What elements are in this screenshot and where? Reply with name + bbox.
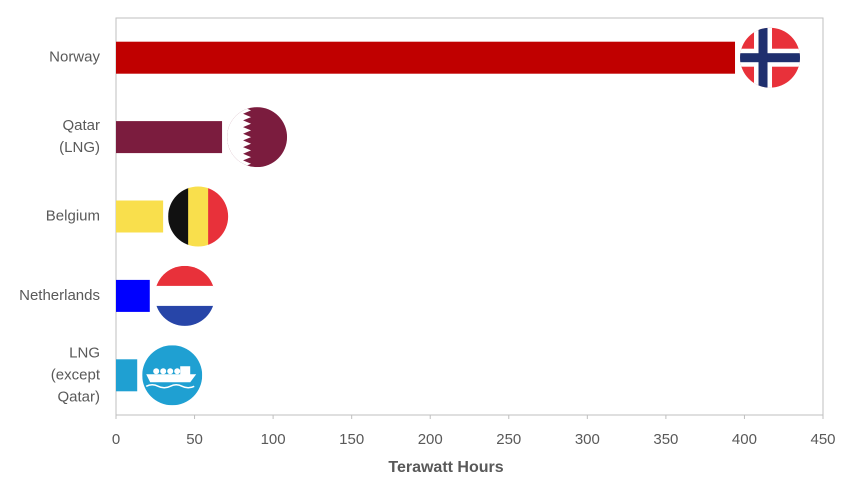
- flag-part: [154, 265, 215, 287]
- flag-icon: [740, 27, 801, 88]
- flag-part: [154, 305, 215, 326]
- flag-part: [758, 27, 768, 88]
- x-tick-label: 350: [653, 431, 678, 448]
- ship-icon: [146, 366, 197, 383]
- flag-part: [227, 107, 252, 168]
- ship-icon: [174, 368, 181, 375]
- x-tick-label: 50: [186, 431, 203, 448]
- x-tick-label: 300: [575, 431, 600, 448]
- y-tick-label: LNG (except Qatar): [51, 344, 101, 405]
- flag-icon: [227, 107, 288, 168]
- bar: [116, 41, 736, 74]
- x-tick-label: 450: [810, 431, 835, 448]
- ship-icon: [153, 368, 160, 375]
- bar: [116, 200, 164, 233]
- x-tick-label: 250: [496, 431, 521, 448]
- flag-part: [154, 285, 215, 307]
- bar: [116, 121, 223, 154]
- x-tick-label: 100: [261, 431, 286, 448]
- x-axis-title: Terawatt Hours: [388, 459, 503, 476]
- x-tick-label: 200: [418, 431, 443, 448]
- flag-icon: [154, 265, 215, 326]
- flag-part: [168, 186, 189, 247]
- ship-icon: [167, 368, 174, 375]
- flag-part: [740, 53, 801, 63]
- y-tick-label: Netherlands: [19, 287, 100, 304]
- ship-icon: [160, 368, 167, 375]
- x-tick-label: 150: [339, 431, 364, 448]
- flag-part: [208, 186, 229, 247]
- y-tick-label: Norway: [49, 49, 100, 66]
- y-tick-label: Qatar (LNG): [59, 117, 100, 156]
- flag-part: [188, 186, 209, 247]
- y-tick-label: Belgium: [46, 207, 100, 224]
- ship-icon: [145, 384, 195, 389]
- x-tick-label: 400: [732, 431, 757, 448]
- x-tick-label: 0: [112, 431, 120, 448]
- bar: [116, 279, 150, 312]
- flag-icon: [142, 345, 203, 406]
- flag-icon: [168, 186, 229, 247]
- bar: [116, 359, 138, 392]
